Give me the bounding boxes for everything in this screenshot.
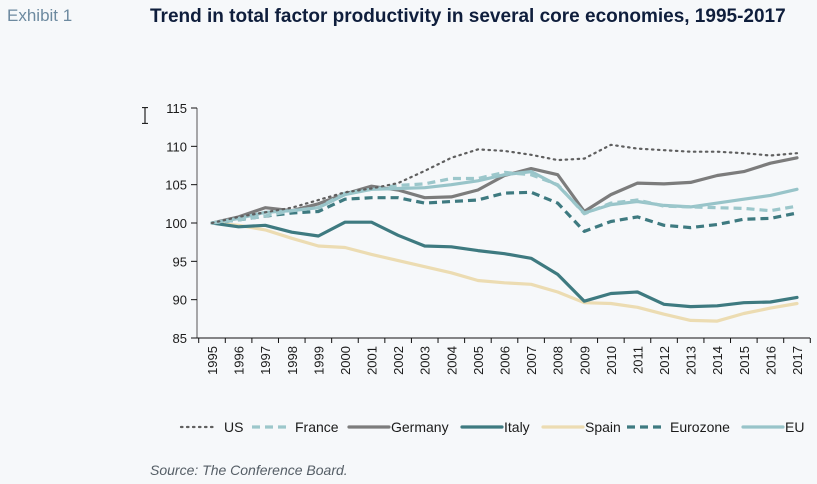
x-tick-label: 2009 [577,346,592,375]
x-tick-label: 2005 [471,346,486,375]
y-tick-label: 95 [173,254,187,269]
x-tick-label: 2011 [630,346,645,374]
legend-label: US [224,419,243,435]
legend-label: France [295,419,339,435]
line-chart: 85 90 95 100 105 110 115 1995 1996 1997 1998 1999 20… [165,101,811,435]
legend-item-eurozone: Eurozone [627,419,730,435]
legend-item-eu: EU [741,419,804,435]
series-line-spain [210,221,799,323]
x-tick-label: 2003 [418,346,433,375]
text-cursor-icon [142,107,148,124]
legend-item-us: US [179,419,243,435]
x-tick-label: 1998 [285,346,300,375]
legend: US France Germany Italy Spain Eurozone EU [179,419,804,435]
x-tick-label: 2013 [684,346,699,375]
y-tick-label: 110 [166,139,187,154]
legend-label: EU [785,419,804,435]
series-line-us [210,143,799,225]
series-line-france [211,170,798,225]
x-tick-label: 2012 [657,346,672,375]
legend-label: Spain [585,419,621,435]
series-line-germany [210,156,799,225]
x-tick-label: 2006 [498,346,513,375]
legend-item-spain: Spain [541,419,621,435]
x-tick-label: 2017 [790,346,805,375]
source-note: Source: The Conference Board. [150,462,348,478]
x-tick-label: 2010 [604,346,619,375]
x-tick-label: 2007 [524,346,539,375]
series-line-eu [210,170,799,225]
x-tick-label: 2014 [710,346,725,375]
x-tick-label: 1995 [205,346,220,375]
x-tick-label: 2016 [763,346,778,375]
y-tick-label: 85 [173,331,187,346]
series-lines [210,143,799,323]
y-tick-label: 115 [166,101,187,116]
x-tick-label: 1996 [232,346,247,375]
x-tick-label: 1999 [311,346,326,375]
y-tick-label: 105 [165,178,187,193]
legend-label: Italy [504,419,530,435]
y-tick-label: 90 [173,293,187,308]
x-tick-label: 2004 [444,346,459,375]
x-tick-label: 1997 [258,346,273,375]
legend-item-france: France [252,419,339,435]
x-tick-label: 2000 [338,346,353,375]
x-tick-label: 2015 [737,346,752,375]
axes: 85 90 95 100 105 110 115 1995 1996 1997 1998 1999 20… [165,101,811,375]
x-tick-label: 2008 [551,346,566,375]
legend-label: Germany [391,419,449,435]
legend-label: Eurozone [670,419,730,435]
chart-title: Trend in total factor productivity in se… [150,6,786,27]
y-tick-label: 100 [165,216,187,231]
x-tick-label: 2002 [391,346,406,375]
series-line-italy [210,220,799,309]
exhibit-label: Exhibit 1 [7,6,73,25]
legend-item-germany: Germany [347,419,449,435]
x-tick-label: 2001 [365,346,380,375]
legend-item-italy: Italy [460,419,530,435]
series-line-eurozone [211,190,798,233]
